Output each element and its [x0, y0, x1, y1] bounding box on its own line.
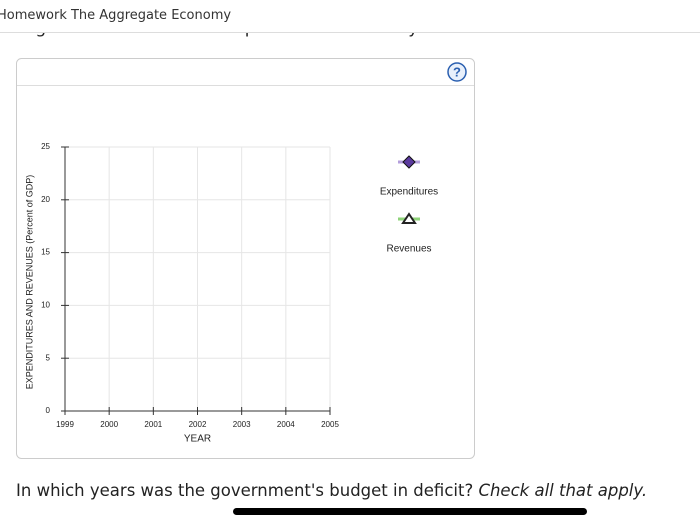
legend-marker[interactable]	[401, 212, 417, 224]
legend-label: Revenues	[386, 244, 431, 255]
y-tick-label: 25	[41, 142, 50, 151]
question: In which years was the government's budg…	[16, 481, 647, 500]
x-tick-label: 2003	[233, 420, 251, 429]
header: Homework The Aggregate Economy	[0, 0, 700, 33]
legend-marker[interactable]	[402, 155, 416, 169]
y-tick-label: 0	[46, 406, 51, 415]
help-icon-label[interactable]: ?	[453, 64, 461, 79]
y-tick-label: 10	[41, 301, 50, 310]
help-icon[interactable]	[447, 62, 467, 82]
scrollbar[interactable]	[233, 508, 587, 515]
legend-label: Expenditures	[380, 187, 438, 198]
header-title: Homework The Aggregate Economy	[0, 8, 232, 23]
x-axis-label: YEAR	[184, 434, 211, 445]
x-tick-label: 2004	[277, 420, 295, 429]
y-tick-label: 15	[41, 248, 50, 257]
question-text: In which years was the government's budg…	[16, 481, 474, 500]
x-tick-label: 1999	[56, 420, 74, 429]
question-emphasis: Check all that apply.	[478, 481, 648, 500]
x-tick-label: 2002	[189, 420, 207, 429]
chart-panel: ? 0 5 10 15 20 25 1999 2000 2001 2002 2003 2004 2005…	[16, 58, 475, 459]
y-tick-label: 20	[41, 195, 50, 204]
x-tick-label: 2000	[100, 420, 118, 429]
y-axis-label: EXPENDITURES AND REVENUES (Percent of GD…	[24, 175, 34, 390]
x-tick-label: 2001	[144, 420, 162, 429]
panel-border	[16, 58, 475, 459]
x-tick-label: 2005	[321, 420, 339, 429]
y-tick-label: 5	[46, 353, 51, 362]
